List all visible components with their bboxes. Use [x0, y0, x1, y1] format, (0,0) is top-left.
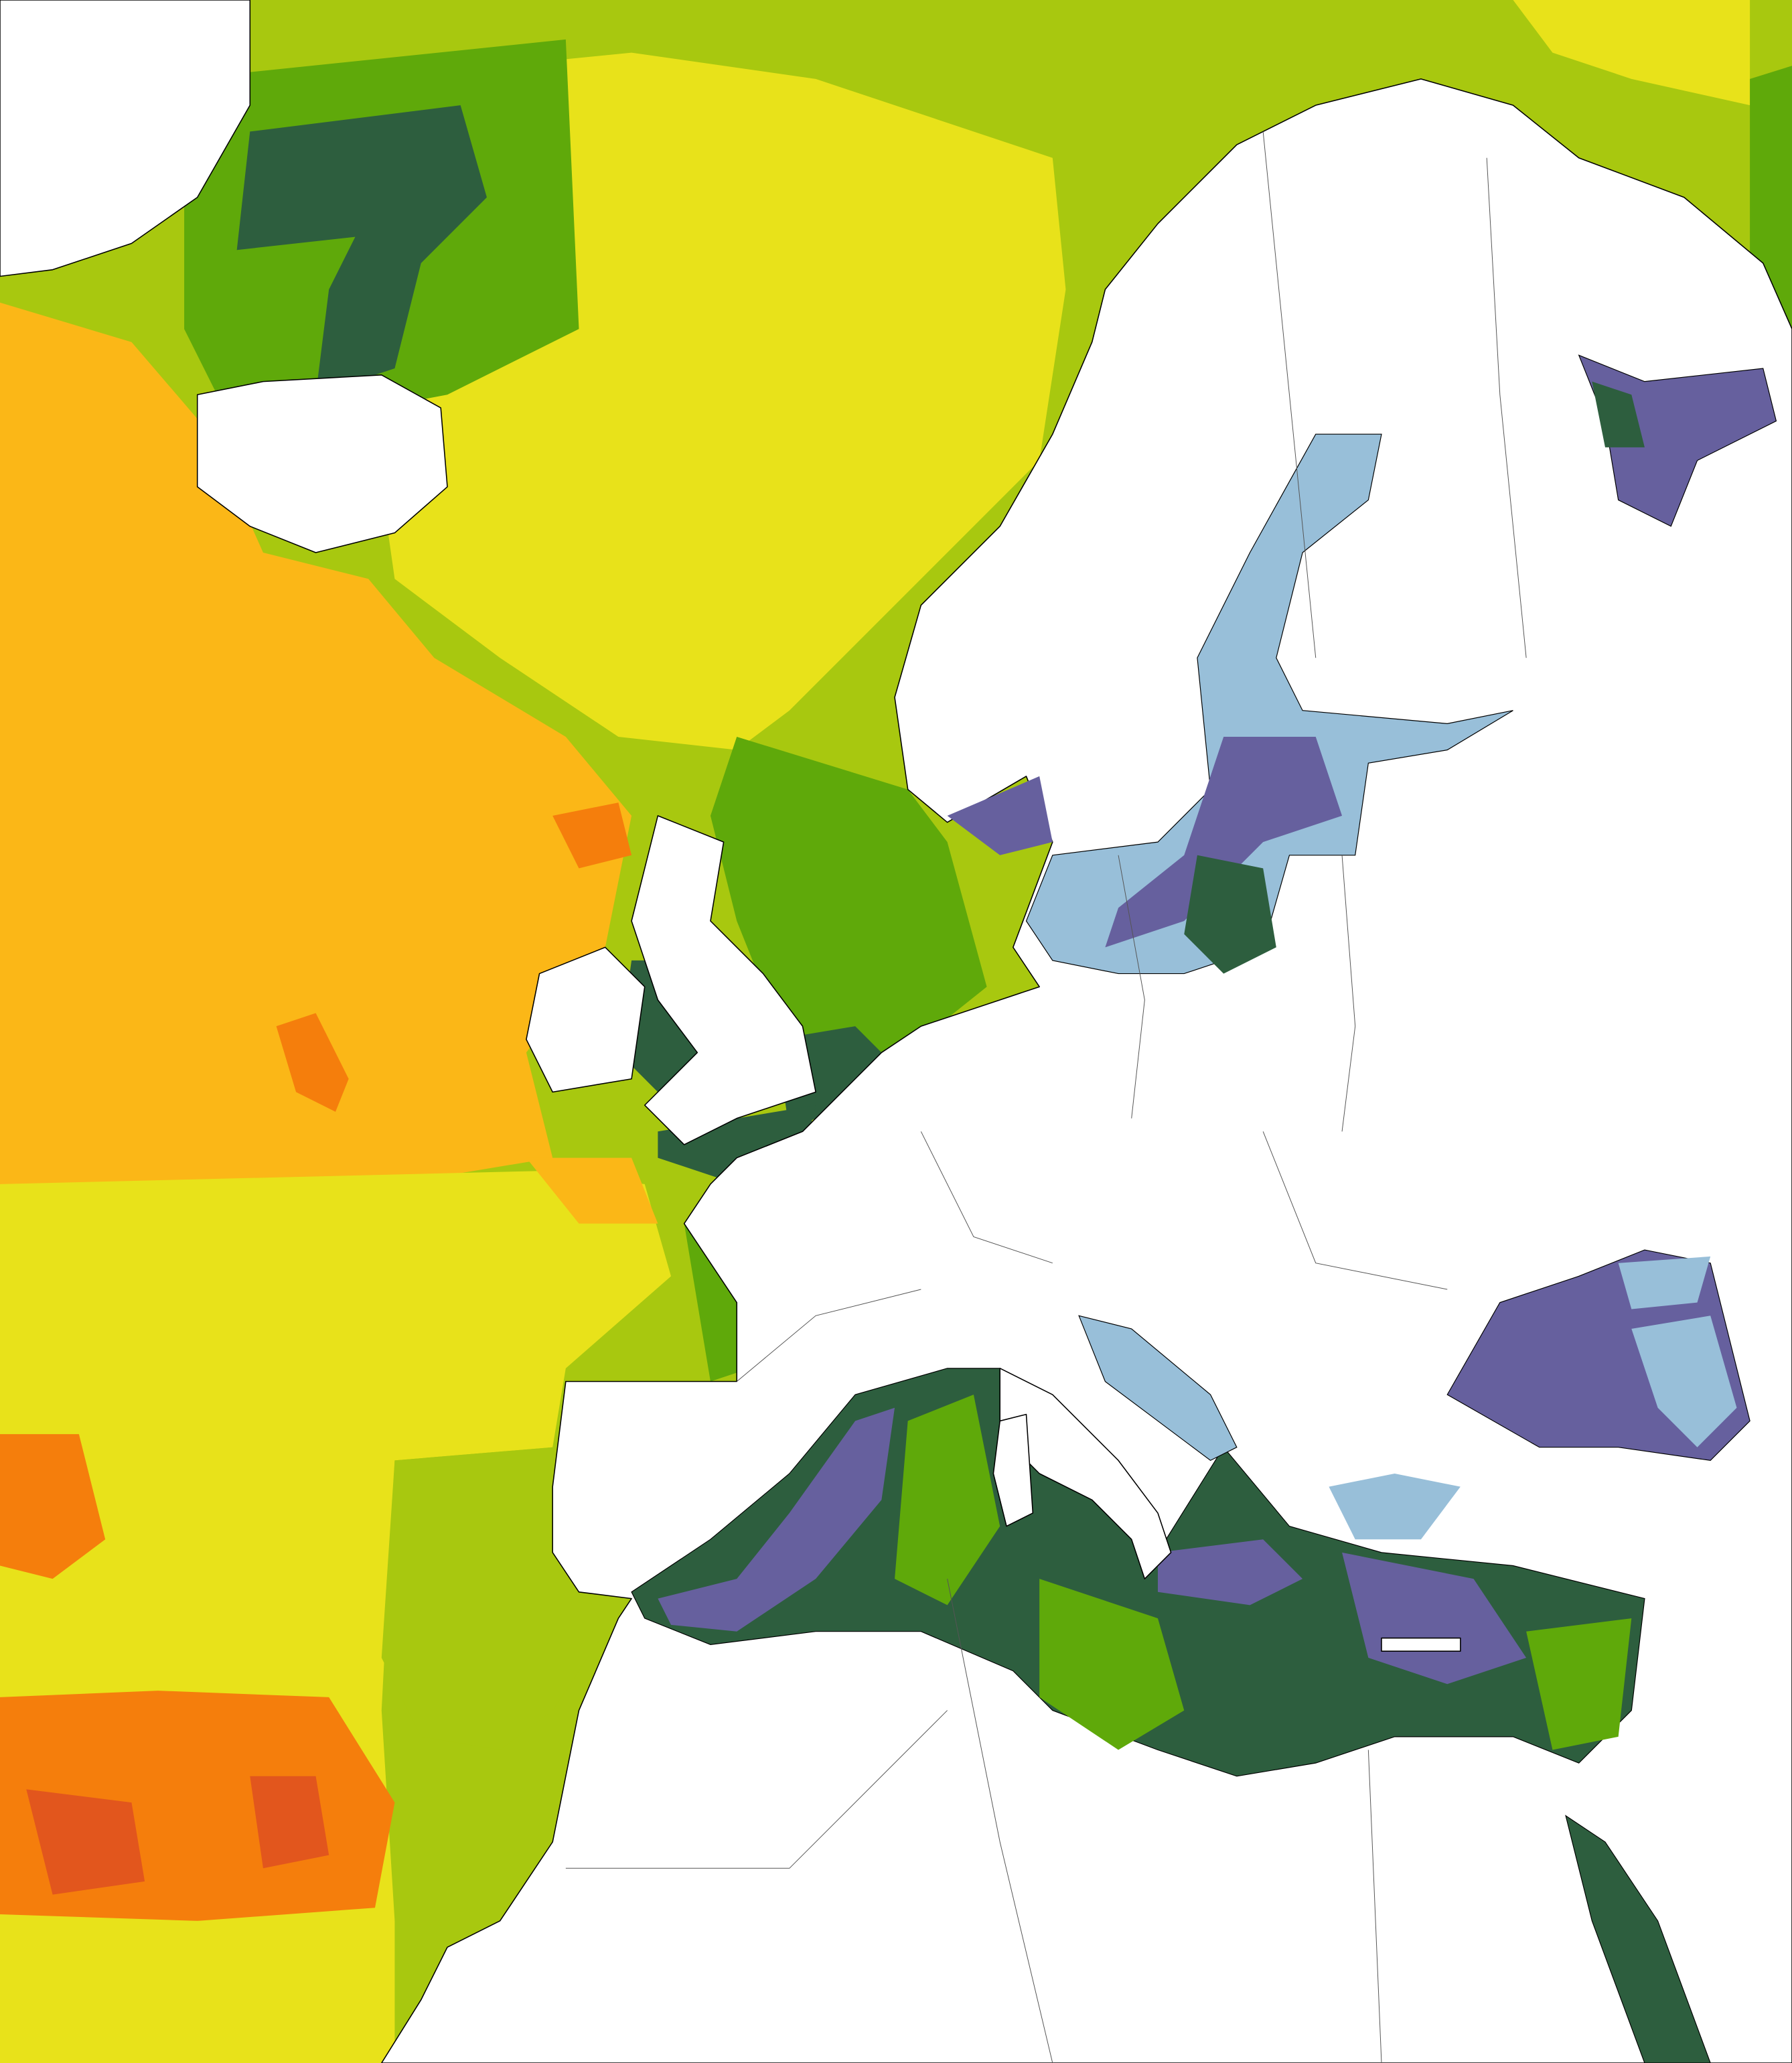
sea-baltic: [1025, 433, 1513, 975]
zone-light-orange: [526, 1157, 658, 1224]
zone-orange: [0, 1434, 106, 1579]
zone-yellow: [1513, 0, 1750, 106]
zone-light-orange: [0, 302, 632, 1224]
zone-dark-green: [1184, 855, 1276, 974]
land-crete: [1381, 1637, 1461, 1652]
zone-green: [1039, 1579, 1185, 1750]
zone-red: [26, 1776, 329, 1895]
zone-dark-green: [236, 105, 487, 395]
sea-red-sea: [1565, 1815, 1711, 2063]
zone-purple: [1105, 737, 1343, 948]
land-great-britain: [631, 815, 816, 1145]
land-iceland: [196, 374, 448, 553]
zone-orange: [276, 1013, 349, 1112]
zone-purple: [658, 1407, 895, 1632]
zone-light-blue: [1329, 1474, 1461, 1540]
zone-yellow: [0, 1920, 395, 2063]
land-ireland: [526, 946, 646, 1093]
zone-orange: [552, 802, 632, 869]
zone-light-blue: [1618, 1256, 1737, 1447]
zone-dark-green: [1592, 381, 1645, 447]
zone-purple: [1157, 1539, 1303, 1606]
country-border: [565, 131, 1527, 2063]
zone-yellow-green: [381, 1447, 605, 1750]
zone-green: [895, 1395, 1000, 1606]
zone-green: [1526, 1618, 1632, 1750]
sea-adriatic: [1078, 1315, 1238, 1462]
land-corsica-sardinia: [992, 1413, 1034, 1527]
land-greenland: [0, 0, 251, 277]
